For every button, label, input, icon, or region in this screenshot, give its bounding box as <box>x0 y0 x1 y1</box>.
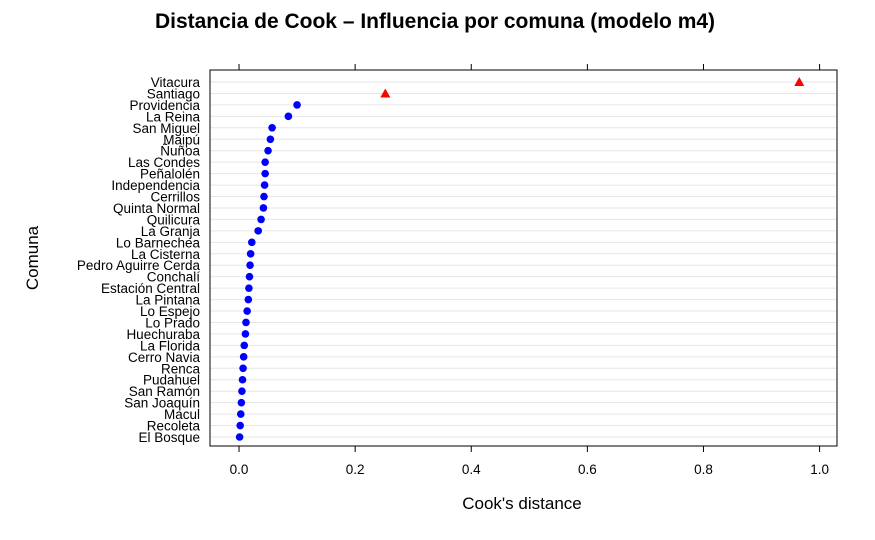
category-label: Cerro Navia <box>128 350 201 365</box>
data-point <box>284 112 293 121</box>
x-tick-label: 0.6 <box>578 462 597 477</box>
data-point <box>236 410 245 418</box>
influential-point <box>794 77 805 86</box>
category-label: El Bosque <box>138 430 200 445</box>
category-label: Quilicura <box>147 212 201 227</box>
data-point <box>237 398 246 407</box>
data-points <box>235 77 805 441</box>
gridlines <box>210 81 837 438</box>
category-label: Estación Central <box>101 281 200 296</box>
data-point <box>293 101 301 109</box>
category-label: Santiago <box>147 86 200 101</box>
data-point <box>246 261 254 270</box>
x-tick-label: 0.4 <box>462 462 481 477</box>
category-label: Lo Prado <box>145 315 200 330</box>
category-label: Quinta Normal <box>113 201 200 216</box>
influential-point <box>380 88 391 98</box>
category-label: Ñuñoa <box>160 144 200 159</box>
category-label: Cerrillos <box>150 190 200 205</box>
data-point <box>257 215 265 224</box>
data-point <box>248 238 256 247</box>
data-point <box>239 353 248 361</box>
category-label: La Cisterna <box>131 247 201 262</box>
category-label: San Ramón <box>129 384 200 399</box>
data-point <box>260 192 268 201</box>
x-tick-label: 0.0 <box>230 462 249 477</box>
x-ticks: 0.0 0.2 0.4 0.6 0.8 1.0 <box>230 64 829 477</box>
data-point <box>238 387 246 395</box>
data-point <box>246 249 255 258</box>
data-point <box>266 135 275 144</box>
category-label: Maipú <box>163 132 200 147</box>
category-label: La Granja <box>141 224 201 239</box>
data-point <box>245 284 253 292</box>
data-point <box>244 295 253 304</box>
data-point <box>238 375 247 384</box>
category-label: Pudahuel <box>143 373 200 388</box>
data-point <box>243 307 251 315</box>
category-label: Pedro Aguirre Cerda <box>77 258 201 273</box>
category-label: Macul <box>164 407 200 422</box>
category-label: Lo Barnechea <box>116 235 201 250</box>
data-point <box>245 272 254 281</box>
data-point <box>235 433 244 441</box>
category-label: Vitacura <box>151 75 201 90</box>
category-label: Huechuraba <box>126 327 200 342</box>
category-label: Peñalolén <box>140 167 200 182</box>
category-label: Renca <box>161 361 201 376</box>
data-point <box>261 169 269 178</box>
data-point <box>236 421 244 430</box>
category-label: Providencia <box>129 98 200 113</box>
data-point <box>260 181 269 189</box>
chart-title: Distancia de Cook – Influencia por comun… <box>155 10 715 33</box>
x-tick-label: 0.8 <box>694 462 713 477</box>
data-point <box>241 330 250 338</box>
plot-frame <box>209 69 838 447</box>
category-label: La Florida <box>140 338 201 353</box>
category-label: San Joaquín <box>124 396 200 411</box>
category-label: Recoleta <box>147 419 201 434</box>
category-label: San Miguel <box>132 121 200 136</box>
data-point <box>239 364 247 373</box>
data-point <box>240 341 249 350</box>
category-label: La Reina <box>146 109 201 124</box>
data-point <box>259 204 268 212</box>
category-label: Conchalí <box>147 270 201 285</box>
x-tick-label: 0.2 <box>346 462 365 477</box>
data-point <box>254 227 262 235</box>
category-label: La Pintana <box>135 293 200 308</box>
x-tick-label: 1.0 <box>810 462 829 477</box>
y-axis-title: Comuna <box>23 225 42 290</box>
data-point <box>264 146 272 155</box>
x-axis-title: Cook's distance <box>462 494 581 513</box>
data-point <box>242 318 250 327</box>
data-point <box>268 124 276 132</box>
category-label: Lo Espejo <box>140 304 200 319</box>
category-label: Independencia <box>111 178 200 193</box>
data-point <box>261 158 269 166</box>
category-label: Las Condes <box>128 155 200 170</box>
